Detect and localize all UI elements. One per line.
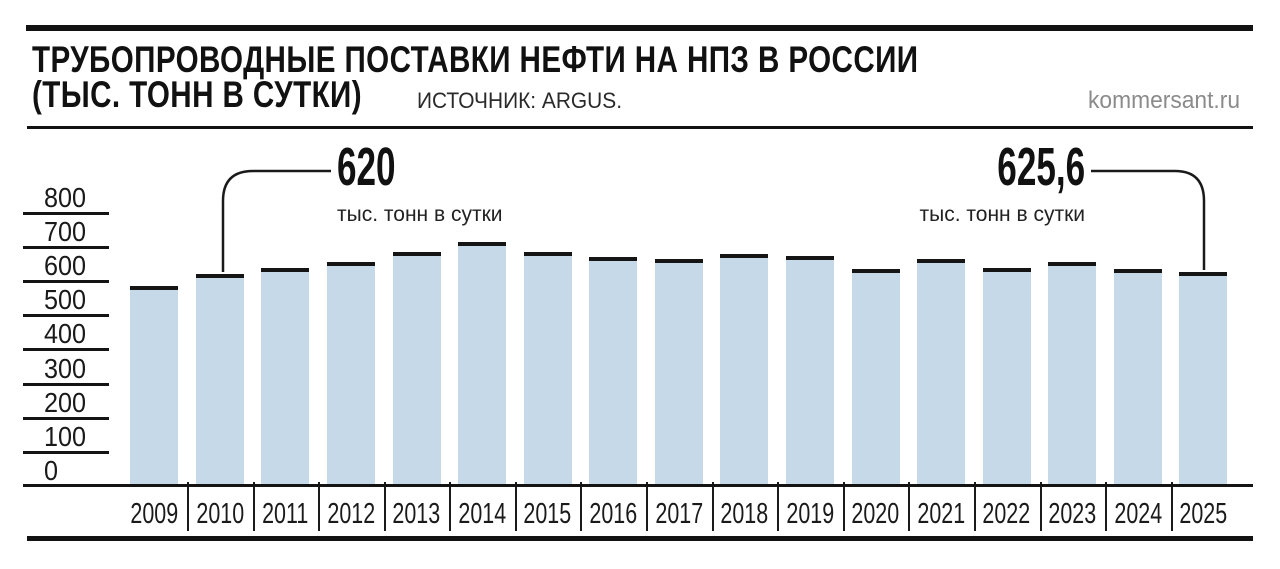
x-axis-divider-tick: [1170, 482, 1173, 531]
year-label-2010: 2010: [187, 500, 253, 529]
year-label-text: 2009: [130, 498, 179, 530]
y-axis-label-300: 300: [44, 352, 87, 384]
year-label-2021: 2021: [908, 500, 974, 529]
kommersant-logo: kommersant.ru: [1087, 87, 1240, 114]
x-axis-divider-tick: [777, 482, 780, 531]
bar-2017: [654, 259, 703, 487]
x-axis-divider-tick: [252, 482, 255, 531]
year-label-2009: 2009: [121, 500, 187, 529]
x-axis-divider-tick: [711, 482, 714, 531]
x-axis-divider-tick: [1039, 482, 1042, 531]
year-label-text: 2021: [917, 498, 966, 530]
year-label-text: 2010: [195, 498, 244, 530]
year-label-2022: 2022: [974, 500, 1040, 529]
year-label-2018: 2018: [712, 500, 778, 529]
year-label-text: 2017: [654, 498, 703, 530]
y-axis-label-700: 700: [44, 216, 87, 248]
chart-title-line2: (ТЫС. ТОНН В СУТКИ): [32, 74, 362, 115]
x-axis-divider-tick: [973, 482, 976, 531]
y-axis-tick-line-400: [23, 348, 109, 352]
callout-2010-caption: тыс. тонн в сутки: [337, 203, 503, 226]
bar-2014: [458, 241, 507, 487]
callout-2025-leader: [1091, 169, 1206, 270]
year-label-2023: 2023: [1040, 500, 1106, 529]
year-label-text: 2013: [392, 498, 441, 530]
x-axis-divider-tick: [646, 482, 649, 531]
year-label-2017: 2017: [646, 500, 712, 529]
y-axis-tick-line-600: [23, 280, 109, 284]
year-label-text: 2023: [1048, 498, 1097, 530]
bar-2021: [917, 259, 966, 487]
source-label: ИСТОЧНИК: ARGUS.: [417, 88, 623, 113]
bar-2013: [392, 252, 441, 487]
x-axis-divider-tick: [1105, 482, 1108, 531]
y-axis-label-100: 100: [44, 420, 87, 452]
x-axis-divider-tick: [383, 482, 386, 531]
year-label-2024: 2024: [1105, 500, 1171, 529]
y-axis-tick-line-500: [23, 314, 109, 318]
year-label-text: 2015: [523, 498, 572, 530]
bar-2010: [195, 274, 244, 487]
year-label-text: 2024: [1114, 498, 1162, 530]
y-axis-label-200: 200: [44, 386, 87, 418]
y-axis-label-800: 800: [44, 181, 87, 213]
x-axis-divider-tick: [908, 482, 911, 531]
year-label-text: 2014: [458, 498, 506, 530]
year-label-text: 2018: [720, 498, 769, 530]
year-label-text: 2019: [786, 498, 834, 530]
x-axis-divider-tick: [318, 482, 321, 531]
y-axis-tick-line-800: [23, 211, 109, 215]
callout-2010-leader: [221, 169, 331, 272]
y-axis-label-600: 600: [44, 250, 87, 282]
bar-2018: [720, 253, 769, 487]
y-axis-tick-line-200: [23, 416, 109, 420]
y-axis-tick-line-700: [23, 246, 109, 250]
x-axis-divider-tick: [186, 482, 189, 531]
year-label-text: 2016: [589, 498, 638, 530]
x-axis-divider-tick: [514, 482, 517, 531]
header-bottom-rule: [27, 126, 1253, 129]
callout-2025-value: 625,6: [997, 137, 1085, 197]
year-label-text: 2011: [262, 498, 309, 530]
bar-2011: [261, 267, 310, 487]
year-label-text: 2012: [327, 498, 375, 530]
bar-2015: [523, 252, 572, 487]
year-label-2012: 2012: [318, 500, 384, 529]
y-axis-tick-line-300: [23, 382, 109, 386]
year-label-2011: 2011: [253, 500, 319, 529]
bar-2016: [589, 257, 638, 487]
year-label-2020: 2020: [843, 500, 909, 529]
year-label-2016: 2016: [580, 500, 646, 529]
x-axis-divider-tick: [449, 482, 452, 531]
bar-2019: [785, 255, 834, 487]
year-label-2025: 2025: [1171, 500, 1237, 529]
y-axis-label-500: 500: [44, 284, 87, 316]
year-label-2015: 2015: [515, 500, 581, 529]
bar-2009: [130, 286, 179, 487]
year-label-text: 2025: [1179, 498, 1228, 530]
bar-2023: [1048, 262, 1097, 487]
year-label-2019: 2019: [777, 500, 843, 529]
header-top-rule: [26, 25, 1253, 31]
y-axis-label-0: 0: [44, 455, 59, 486]
x-axis-divider-tick: [580, 482, 583, 531]
x-axis-divider-tick: [842, 482, 845, 531]
bar-2012: [326, 262, 375, 487]
year-label-2013: 2013: [384, 500, 450, 529]
bar-2024: [1113, 269, 1162, 487]
year-label-text: 2020: [851, 498, 900, 530]
bar-2022: [982, 267, 1031, 487]
callout-2010-value: 620: [337, 137, 396, 197]
x-axis-baseline: [23, 484, 1253, 487]
y-axis-label-400: 400: [44, 318, 87, 350]
year-label-2014: 2014: [449, 500, 515, 529]
callout-2025-caption: тыс. тонн в сутки: [919, 203, 1086, 226]
year-label-text: 2022: [982, 498, 1031, 530]
bar-2025: [1179, 272, 1228, 487]
y-axis-tick-line-100: [23, 450, 109, 454]
chart-title-line1: ТРУБОПРОВОДНЫЕ ПОСТАВКИ НЕФТИ НА НПЗ В Р…: [32, 39, 919, 80]
footer-rule: [27, 536, 1253, 541]
bar-2020: [851, 269, 900, 487]
